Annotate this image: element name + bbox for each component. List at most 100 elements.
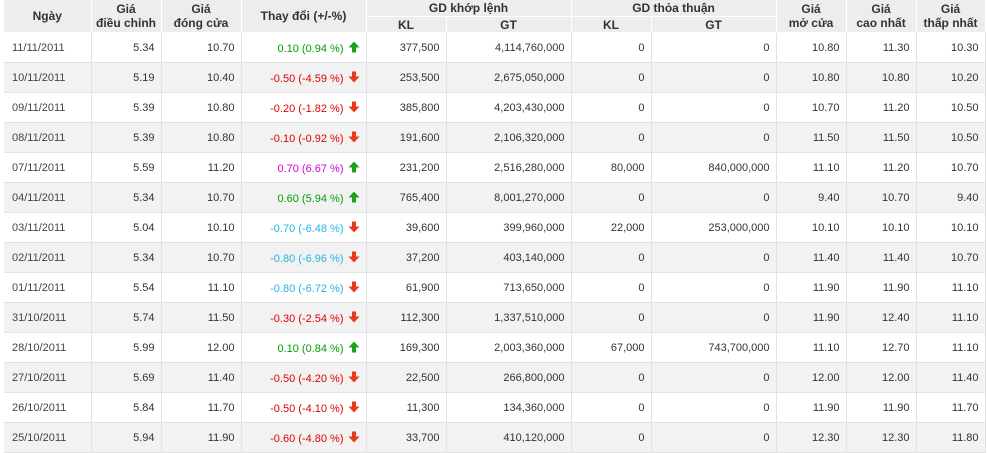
change-value: -0.50 (-4.10 %) bbox=[270, 402, 344, 415]
arrow-down-icon bbox=[348, 281, 359, 292]
date-cell: 01/11/2011 bbox=[4, 272, 92, 303]
open-price-cell: 11.50 bbox=[776, 122, 847, 153]
negotiated-value-cell: 0 bbox=[651, 242, 777, 273]
matched-value-cell: 410,120,000 bbox=[446, 422, 572, 453]
open-price-cell: 10.70 bbox=[776, 92, 847, 123]
matched-volume-cell: 377,500 bbox=[366, 32, 447, 63]
adjusted-price-cell: 5.54 bbox=[91, 272, 162, 303]
open-price-cell: 10.80 bbox=[776, 32, 847, 63]
arrow-down-icon bbox=[348, 401, 359, 412]
negotiated-value-cell: 0 bbox=[651, 32, 777, 63]
matched-volume-cell: 33,700 bbox=[366, 422, 447, 453]
header-matched-volume: KL bbox=[366, 16, 447, 33]
negotiated-value-cell: 0 bbox=[651, 392, 777, 423]
high-price-cell: 11.20 bbox=[846, 92, 917, 123]
negotiated-volume-cell: 0 bbox=[571, 392, 652, 423]
negotiated-volume-cell: 0 bbox=[571, 422, 652, 453]
negotiated-volume-cell: 0 bbox=[571, 362, 652, 393]
open-price-cell: 9.40 bbox=[776, 182, 847, 213]
close-price-cell: 10.40 bbox=[161, 62, 242, 93]
matched-volume-cell: 112,300 bbox=[366, 302, 447, 333]
negotiated-value-cell: 0 bbox=[651, 302, 777, 333]
open-price-cell: 11.90 bbox=[776, 302, 847, 333]
table-header: Ngày Giá điều chỉnh Giá đóng cửa Thay đổi … bbox=[4, 0, 986, 33]
negotiated-value-cell: 0 bbox=[651, 422, 777, 453]
high-price-cell: 11.90 bbox=[846, 272, 917, 303]
close-price-cell: 10.80 bbox=[161, 122, 242, 153]
high-price-cell: 11.40 bbox=[846, 242, 917, 273]
close-price-cell: 12.00 bbox=[161, 332, 242, 363]
close-price-cell: 10.70 bbox=[161, 32, 242, 63]
date-cell: 03/11/2011 bbox=[4, 212, 92, 243]
header-date: Ngày bbox=[4, 0, 92, 33]
matched-volume-cell: 253,500 bbox=[366, 62, 447, 93]
change-value: -0.80 (-6.96 %) bbox=[270, 252, 344, 265]
close-price-cell: 11.10 bbox=[161, 272, 242, 303]
adjusted-price-cell: 5.74 bbox=[91, 302, 162, 333]
date-cell: 07/11/2011 bbox=[4, 152, 92, 183]
negotiated-value-cell: 840,000,000 bbox=[651, 152, 777, 183]
price-history-table: Ngày Giá điều chỉnh Giá đóng cửa Thay đổi … bbox=[4, 0, 986, 453]
matched-value-cell: 2,675,050,000 bbox=[446, 62, 572, 93]
adjusted-price-cell: 5.34 bbox=[91, 32, 162, 63]
adjusted-price-cell: 5.69 bbox=[91, 362, 162, 393]
low-price-cell: 9.40 bbox=[916, 182, 986, 213]
matched-value-cell: 2,516,280,000 bbox=[446, 152, 572, 183]
open-price-cell: 12.30 bbox=[776, 422, 847, 453]
matched-volume-cell: 11,300 bbox=[366, 392, 447, 423]
change-value: 0.10 (0.94 %) bbox=[277, 42, 344, 55]
date-cell: 02/11/2011 bbox=[4, 242, 92, 273]
arrow-down-icon bbox=[348, 431, 359, 442]
matched-volume-cell: 169,300 bbox=[366, 332, 447, 363]
table-row: 31/10/2011 5.74 11.50 -0.30 (-2.54 %) 11… bbox=[4, 302, 986, 333]
date-cell: 04/11/2011 bbox=[4, 182, 92, 213]
change-cell: -0.70 (-6.48 %) bbox=[241, 212, 367, 243]
table-row: 02/11/2011 5.34 10.70 -0.80 (-6.96 %) 37… bbox=[4, 242, 986, 273]
change-value: 0.60 (5.94 %) bbox=[277, 192, 344, 205]
negotiated-value-cell: 0 bbox=[651, 62, 777, 93]
arrow-down-icon bbox=[348, 71, 359, 82]
low-price-cell: 11.80 bbox=[916, 422, 986, 453]
matched-volume-cell: 61,900 bbox=[366, 272, 447, 303]
date-cell: 28/10/2011 bbox=[4, 332, 92, 363]
matched-value-cell: 2,003,360,000 bbox=[446, 332, 572, 363]
matched-volume-cell: 37,200 bbox=[366, 242, 447, 273]
change-cell: 0.60 (5.94 %) bbox=[241, 182, 367, 213]
date-cell: 08/11/2011 bbox=[4, 122, 92, 153]
adjusted-price-cell: 5.84 bbox=[91, 392, 162, 423]
matched-value-cell: 4,203,430,000 bbox=[446, 92, 572, 123]
negotiated-volume-cell: 22,000 bbox=[571, 212, 652, 243]
change-value: -0.20 (-1.82 %) bbox=[270, 102, 344, 115]
low-price-cell: 11.10 bbox=[916, 272, 986, 303]
matched-value-cell: 266,800,000 bbox=[446, 362, 572, 393]
date-cell: 26/10/2011 bbox=[4, 392, 92, 423]
table-row: 10/11/2011 5.19 10.40 -0.50 (-4.59 %) 25… bbox=[4, 62, 986, 93]
matched-value-cell: 4,114,760,000 bbox=[446, 32, 572, 63]
header-change: Thay đổi (+/-%) bbox=[241, 0, 367, 33]
change-value: -0.50 (-4.59 %) bbox=[270, 72, 344, 85]
header-negotiated-volume: KL bbox=[571, 16, 652, 33]
change-cell: -0.10 (-0.92 %) bbox=[241, 122, 367, 153]
arrow-up-icon bbox=[348, 41, 359, 52]
low-price-cell: 10.50 bbox=[916, 92, 986, 123]
close-price-cell: 10.10 bbox=[161, 212, 242, 243]
table-row: 09/11/2011 5.39 10.80 -0.20 (-1.82 %) 38… bbox=[4, 92, 986, 123]
arrow-down-icon bbox=[348, 221, 359, 232]
adjusted-price-cell: 5.99 bbox=[91, 332, 162, 363]
negotiated-volume-cell: 0 bbox=[571, 302, 652, 333]
negotiated-value-cell: 0 bbox=[651, 92, 777, 123]
table-row: 25/10/2011 5.94 11.90 -0.60 (-4.80 %) 33… bbox=[4, 422, 986, 453]
high-price-cell: 11.20 bbox=[846, 152, 917, 183]
date-cell: 11/11/2011 bbox=[4, 32, 92, 63]
open-price-cell: 11.90 bbox=[776, 272, 847, 303]
close-price-cell: 11.70 bbox=[161, 392, 242, 423]
table-row: 08/11/2011 5.39 10.80 -0.10 (-0.92 %) 19… bbox=[4, 122, 986, 153]
low-price-cell: 10.30 bbox=[916, 32, 986, 63]
high-price-cell: 12.00 bbox=[846, 362, 917, 393]
change-cell: -0.20 (-1.82 %) bbox=[241, 92, 367, 123]
adjusted-price-cell: 5.94 bbox=[91, 422, 162, 453]
change-value: -0.30 (-2.54 %) bbox=[270, 312, 344, 325]
matched-volume-cell: 39,600 bbox=[366, 212, 447, 243]
adjusted-price-cell: 5.59 bbox=[91, 152, 162, 183]
high-price-cell: 12.40 bbox=[846, 302, 917, 333]
